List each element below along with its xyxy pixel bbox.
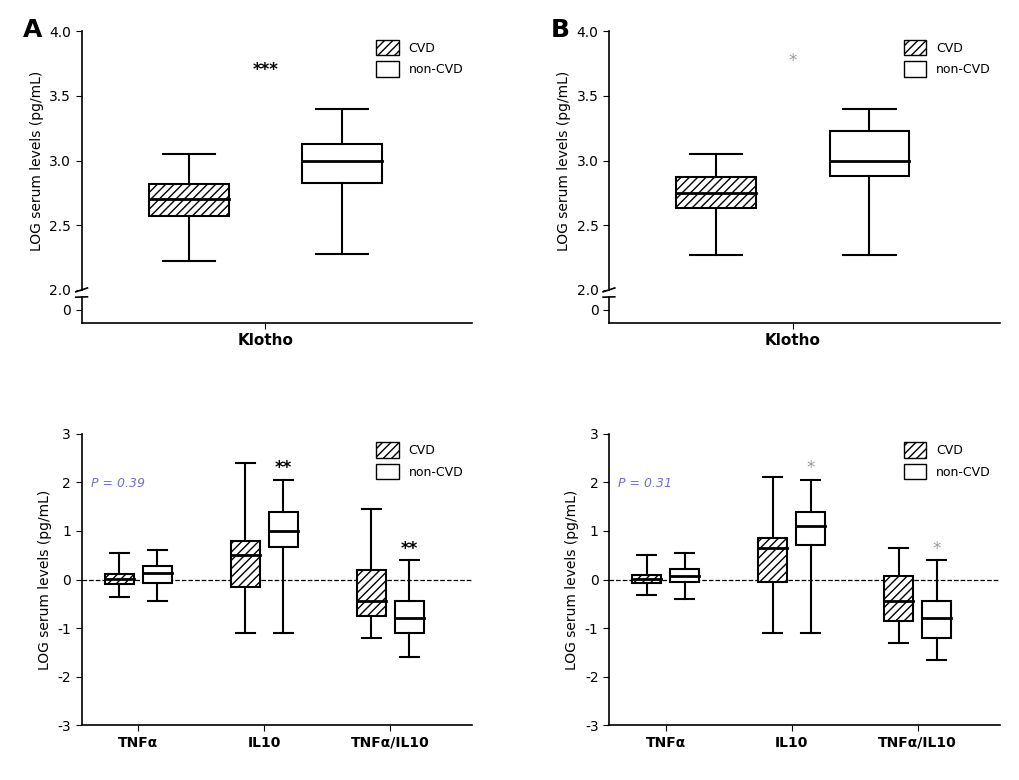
Legend: CVD, non-CVD: CVD, non-CVD <box>898 35 995 82</box>
Bar <box>269 512 298 547</box>
Text: **: ** <box>400 540 418 558</box>
Bar <box>230 541 260 587</box>
Text: B: B <box>550 18 569 42</box>
Bar <box>632 575 660 583</box>
Bar <box>796 512 824 544</box>
Y-axis label: LOG serum levels (pg/mL): LOG serum levels (pg/mL) <box>556 70 571 250</box>
Legend: CVD, non-CVD: CVD, non-CVD <box>371 438 468 484</box>
Text: P = 0.39: P = 0.39 <box>91 477 145 490</box>
Bar <box>357 570 385 616</box>
Bar <box>230 541 260 587</box>
Bar <box>757 538 787 582</box>
Text: **: ** <box>274 459 291 477</box>
Text: *: * <box>788 52 796 70</box>
Bar <box>676 177 755 208</box>
Text: A: A <box>23 18 43 42</box>
Bar <box>143 566 171 583</box>
Bar <box>676 177 755 208</box>
Bar <box>757 538 787 582</box>
Text: *: * <box>931 540 940 558</box>
Y-axis label: LOG serum levels (pg/mL): LOG serum levels (pg/mL) <box>30 70 44 250</box>
Bar <box>883 576 912 621</box>
Legend: CVD, non-CVD: CVD, non-CVD <box>898 438 995 484</box>
Bar <box>921 601 950 638</box>
Bar <box>883 576 912 621</box>
Y-axis label: LOG serum levels (pg/mL): LOG serum levels (pg/mL) <box>38 489 52 670</box>
Text: *: * <box>806 459 814 477</box>
Bar <box>149 184 228 216</box>
Bar <box>302 144 381 183</box>
Legend: CVD, non-CVD: CVD, non-CVD <box>371 35 468 82</box>
Bar <box>105 574 133 584</box>
Bar <box>632 575 660 583</box>
Bar <box>105 574 133 584</box>
Text: P = 0.31: P = 0.31 <box>618 477 672 490</box>
Text: ***: *** <box>253 61 278 79</box>
Y-axis label: LOG serum levels (pg/mL): LOG serum levels (pg/mL) <box>565 489 579 670</box>
Bar <box>394 601 423 633</box>
Bar <box>149 184 228 216</box>
Bar <box>357 570 385 616</box>
Bar <box>828 131 908 176</box>
Bar <box>669 569 698 582</box>
